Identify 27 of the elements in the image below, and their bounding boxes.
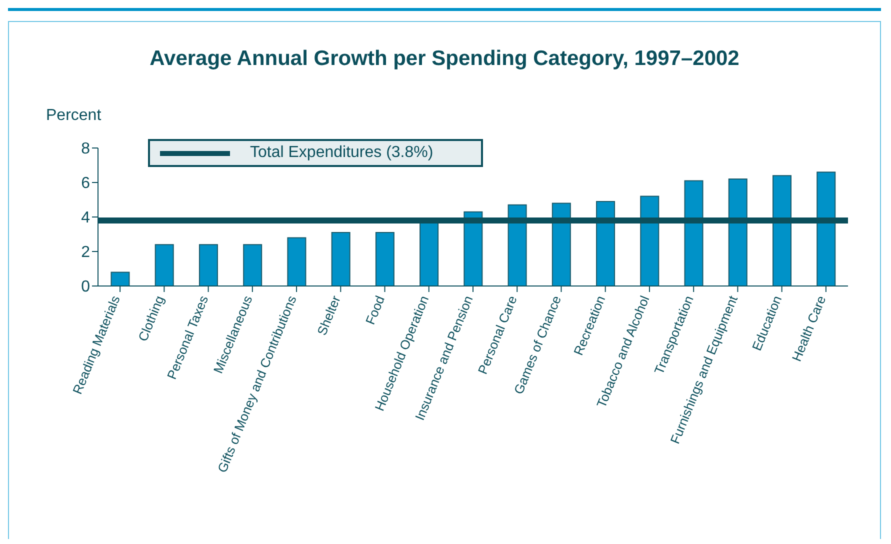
bar <box>640 196 660 286</box>
chart-title: Average Annual Growth per Spending Category, 1997–2002 <box>148 47 740 71</box>
y-tick-label: 0 <box>81 278 90 296</box>
x-tick-label: Food <box>362 294 388 327</box>
bar <box>552 202 571 286</box>
bar <box>198 244 218 286</box>
y-tick-label: 2 <box>81 244 90 262</box>
bar <box>508 204 527 286</box>
y-tick-label: 8 <box>81 140 90 158</box>
bar <box>110 272 130 286</box>
y-axis-title: Percent <box>46 107 102 125</box>
bar <box>154 244 174 286</box>
bar <box>728 178 748 286</box>
x-tick-label: Health Care <box>788 294 829 364</box>
y-tick-label: 6 <box>81 175 90 192</box>
bar <box>684 180 704 286</box>
bar <box>375 232 394 286</box>
y-tick-label: 4 <box>81 210 90 227</box>
legend-label: Total Expenditures (3.8%) <box>250 144 434 162</box>
bar <box>287 237 306 286</box>
bar <box>331 232 350 286</box>
bar <box>816 172 836 286</box>
bar <box>243 244 262 286</box>
bar <box>596 200 616 286</box>
bar <box>464 211 483 286</box>
bar <box>772 175 792 286</box>
x-tick-label: Shelter <box>314 292 344 338</box>
